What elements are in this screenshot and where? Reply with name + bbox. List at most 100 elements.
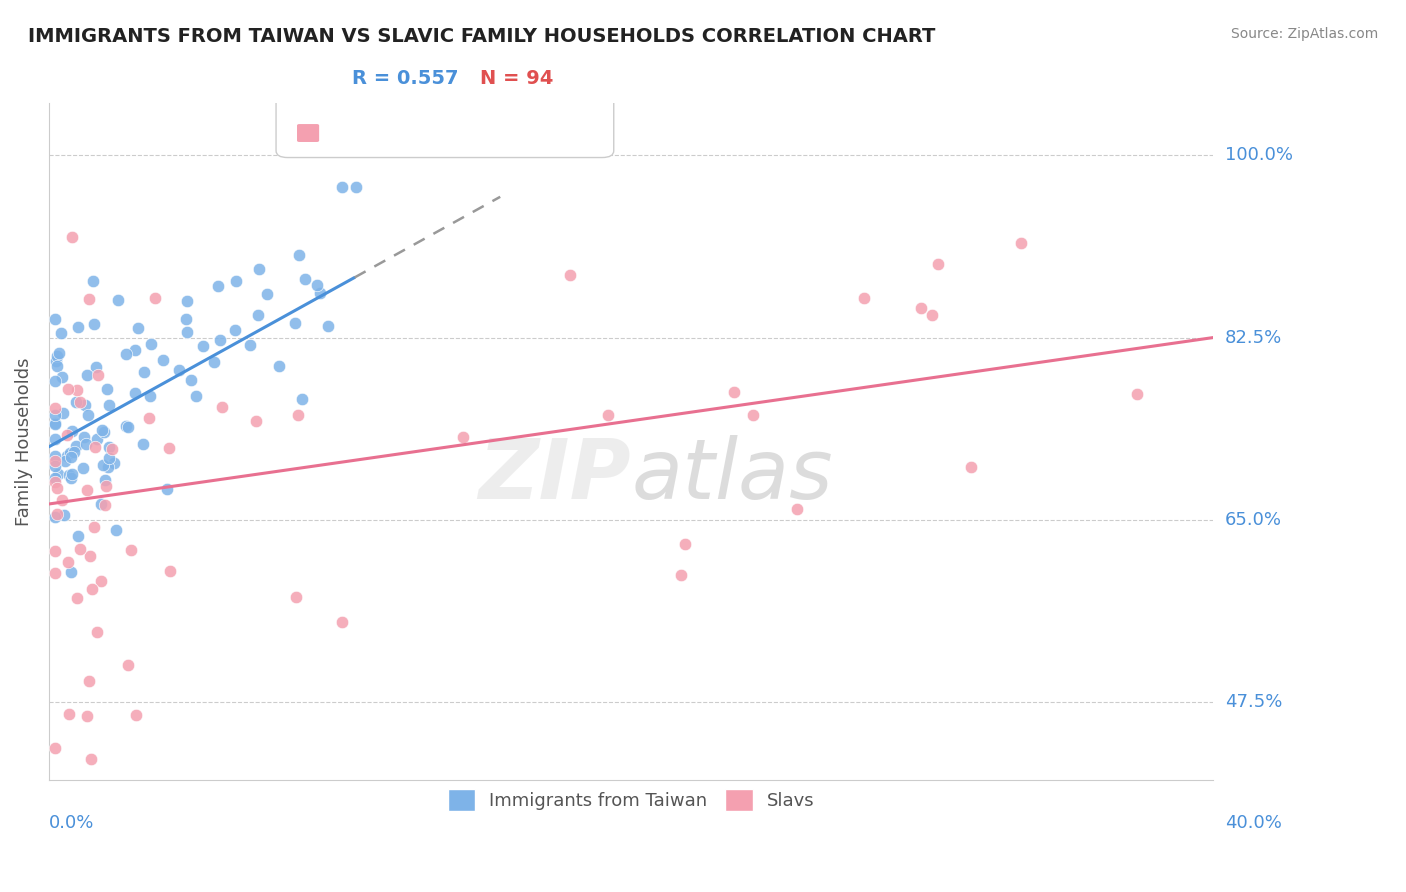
Text: 82.5%: 82.5% <box>1225 328 1282 346</box>
Point <box>139 337 162 351</box>
Point <box>139 389 162 403</box>
Point <box>723 385 745 400</box>
Point <box>51 492 73 507</box>
Point <box>256 287 278 301</box>
Point <box>316 318 339 333</box>
Text: 65.0%: 65.0% <box>1225 510 1282 529</box>
Point <box>77 292 100 306</box>
Point <box>53 454 76 468</box>
Point <box>44 449 66 463</box>
Text: IMMIGRANTS FROM TAIWAN VS SLAVIC FAMILY HOUSEHOLDS CORRELATION CHART: IMMIGRANTS FROM TAIWAN VS SLAVIC FAMILY … <box>28 27 935 45</box>
Point <box>598 408 620 422</box>
Point <box>124 385 146 400</box>
Point <box>103 456 125 470</box>
Point <box>72 461 94 475</box>
Point <box>44 475 66 490</box>
Text: ZIP: ZIP <box>478 435 631 516</box>
Point <box>344 179 367 194</box>
Text: 0.0%: 0.0% <box>49 814 94 832</box>
Point <box>90 574 112 589</box>
Point <box>97 398 120 412</box>
Point <box>1126 386 1149 401</box>
Point <box>97 441 120 455</box>
Point <box>45 507 67 521</box>
Point <box>169 363 191 377</box>
Point <box>77 408 100 422</box>
Point <box>91 458 114 473</box>
Point <box>927 257 949 271</box>
Point <box>132 437 155 451</box>
Point <box>285 590 308 604</box>
Point <box>152 352 174 367</box>
Point <box>79 752 101 766</box>
Point <box>44 566 66 580</box>
Point <box>66 320 89 334</box>
Point <box>60 230 83 244</box>
Point <box>87 368 110 382</box>
Point <box>208 333 231 347</box>
Point <box>910 301 932 316</box>
Point <box>673 537 696 551</box>
Point <box>207 278 229 293</box>
Point <box>305 278 328 293</box>
Point <box>44 459 66 474</box>
Point <box>56 449 79 463</box>
Point <box>100 442 122 456</box>
Point <box>52 508 75 522</box>
Legend: Immigrants from Taiwan, Slavs: Immigrants from Taiwan, Slavs <box>440 781 823 818</box>
Point <box>69 395 91 409</box>
Point <box>104 524 127 538</box>
Text: N = 60: N = 60 <box>479 116 553 136</box>
Point <box>294 272 316 286</box>
Point <box>67 529 90 543</box>
Point <box>59 565 82 579</box>
Point <box>93 425 115 439</box>
Point <box>69 542 91 557</box>
Point <box>117 420 139 434</box>
Text: atlas: atlas <box>631 435 832 516</box>
Point <box>97 450 120 465</box>
Point <box>44 454 66 468</box>
Y-axis label: Family Households: Family Households <box>15 358 32 525</box>
Point <box>114 419 136 434</box>
Point <box>287 409 309 423</box>
Point <box>225 274 247 288</box>
Point <box>76 709 98 723</box>
Point <box>44 432 66 446</box>
Point <box>143 291 166 305</box>
Point <box>332 179 354 194</box>
Point <box>44 311 66 326</box>
Point <box>62 445 84 459</box>
Point <box>451 430 474 444</box>
Point <box>921 308 943 322</box>
Point <box>44 543 66 558</box>
Point <box>58 468 80 483</box>
Point <box>55 427 77 442</box>
Point <box>56 555 79 569</box>
Point <box>44 509 66 524</box>
Point <box>73 398 96 412</box>
FancyBboxPatch shape <box>297 77 319 95</box>
Point <box>83 520 105 534</box>
Text: R = 0.186: R = 0.186 <box>352 116 458 136</box>
Point <box>65 439 87 453</box>
Point <box>174 312 197 326</box>
Point <box>60 424 83 438</box>
Point <box>52 406 75 420</box>
Point <box>76 368 98 383</box>
Point <box>65 591 87 605</box>
Point <box>73 430 96 444</box>
Point <box>82 274 104 288</box>
Point <box>82 582 104 597</box>
Point <box>48 346 70 360</box>
Point <box>58 706 80 721</box>
Point <box>44 471 66 485</box>
Point <box>107 293 129 308</box>
Point <box>79 549 101 564</box>
Point <box>1010 235 1032 250</box>
Point <box>83 440 105 454</box>
Point <box>156 482 179 496</box>
Point <box>157 441 180 455</box>
Point <box>65 383 87 397</box>
Text: 40.0%: 40.0% <box>1225 814 1281 832</box>
